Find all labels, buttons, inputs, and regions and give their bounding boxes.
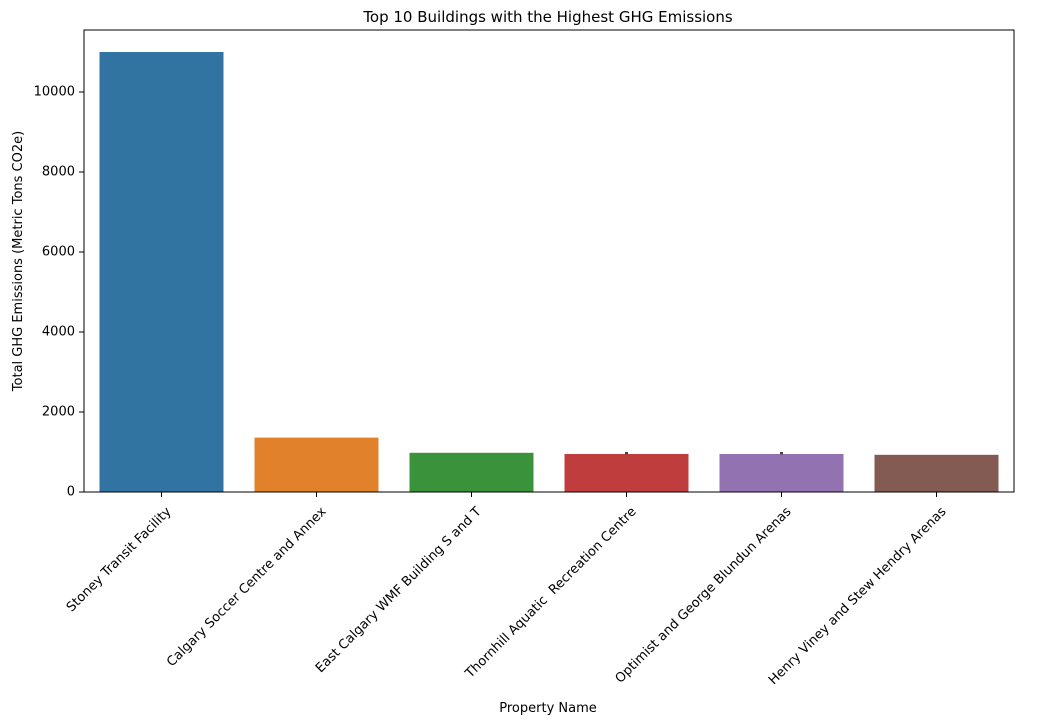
x-tick-label: East Calgary WMF Building S and T — [313, 504, 485, 676]
bar — [409, 452, 534, 492]
y-axis: 0 2000 4000 6000 8000 10000 — [34, 85, 84, 500]
chart-title: Top 10 Buildings with the Highest GHG Em… — [362, 8, 733, 26]
x-tick-label: Stoney Transit Facility — [64, 504, 175, 615]
y-tick-label: 4000 — [42, 325, 75, 340]
y-tick-label: 2000 — [42, 405, 75, 420]
x-tick-label: Thornhill Aquatic Recreation Centre — [462, 504, 640, 682]
bar — [719, 454, 844, 492]
x-tick-label: Henry Viney and Stew Hendry Arenas — [766, 504, 950, 688]
bar — [564, 454, 689, 492]
y-tick-label: 6000 — [42, 245, 75, 260]
error-bars-layer — [625, 452, 783, 455]
bar — [874, 454, 999, 492]
y-tick-label: 10000 — [34, 85, 75, 100]
x-tick-label: Calgary Soccer Centre and Annex — [164, 504, 330, 670]
x-tick-label: Optimist and George Blundun Arenas — [613, 504, 795, 686]
bars-layer — [99, 52, 999, 492]
y-tick-label: 0 — [67, 485, 75, 500]
y-tick-label: 8000 — [42, 165, 75, 180]
x-axis-label: Property Name — [499, 701, 597, 716]
bar — [254, 437, 379, 492]
y-axis-label: Total GHG Emissions (Metric Tons CO2e) — [11, 131, 26, 392]
plot-frame — [83, 29, 1015, 493]
bar — [99, 52, 224, 492]
